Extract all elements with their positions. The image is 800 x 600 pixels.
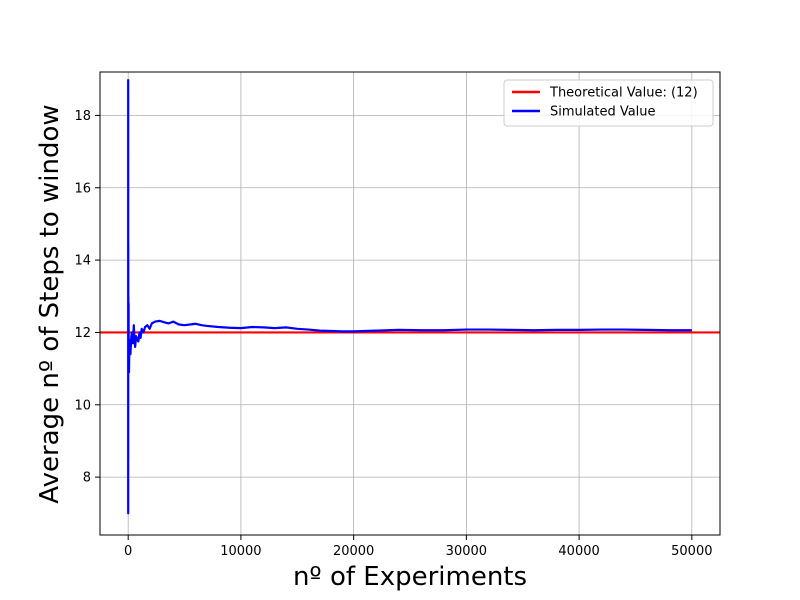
x-tick-label: 50000 [671, 544, 712, 559]
y-tick-label: 8 [83, 471, 91, 486]
grid-layer [100, 72, 720, 535]
x-tick-label: 20000 [333, 544, 374, 559]
y-tick-label: 16 [74, 181, 91, 196]
y-axis-title: Average nº of Steps to window [35, 104, 65, 503]
x-axis-title: nº of Experiments [293, 562, 527, 592]
x-tick-label: 0 [124, 544, 132, 559]
y-tick-label: 10 [74, 398, 91, 413]
legend-label-theoretical: Theoretical Value: (12) [549, 86, 698, 101]
plot-frame [99, 71, 721, 536]
simulated-value-line [127, 79, 692, 515]
legend: Theoretical Value: (12) Simulated Value [503, 79, 714, 127]
legend-label-simulated: Simulated Value [550, 105, 656, 120]
y-tick-label: 14 [74, 254, 91, 269]
y-tick-label: 18 [74, 109, 91, 124]
x-tick-label: 40000 [558, 544, 599, 559]
legend-box [503, 79, 714, 127]
series-layer [100, 79, 720, 515]
x-tick-label: 10000 [220, 544, 261, 559]
tick-layer: 0 10000 20000 30000 40000 50000 8 10 12 14 16 18 [74, 109, 712, 559]
y-tick-label: 12 [74, 326, 91, 341]
x-tick-label: 30000 [446, 544, 487, 559]
